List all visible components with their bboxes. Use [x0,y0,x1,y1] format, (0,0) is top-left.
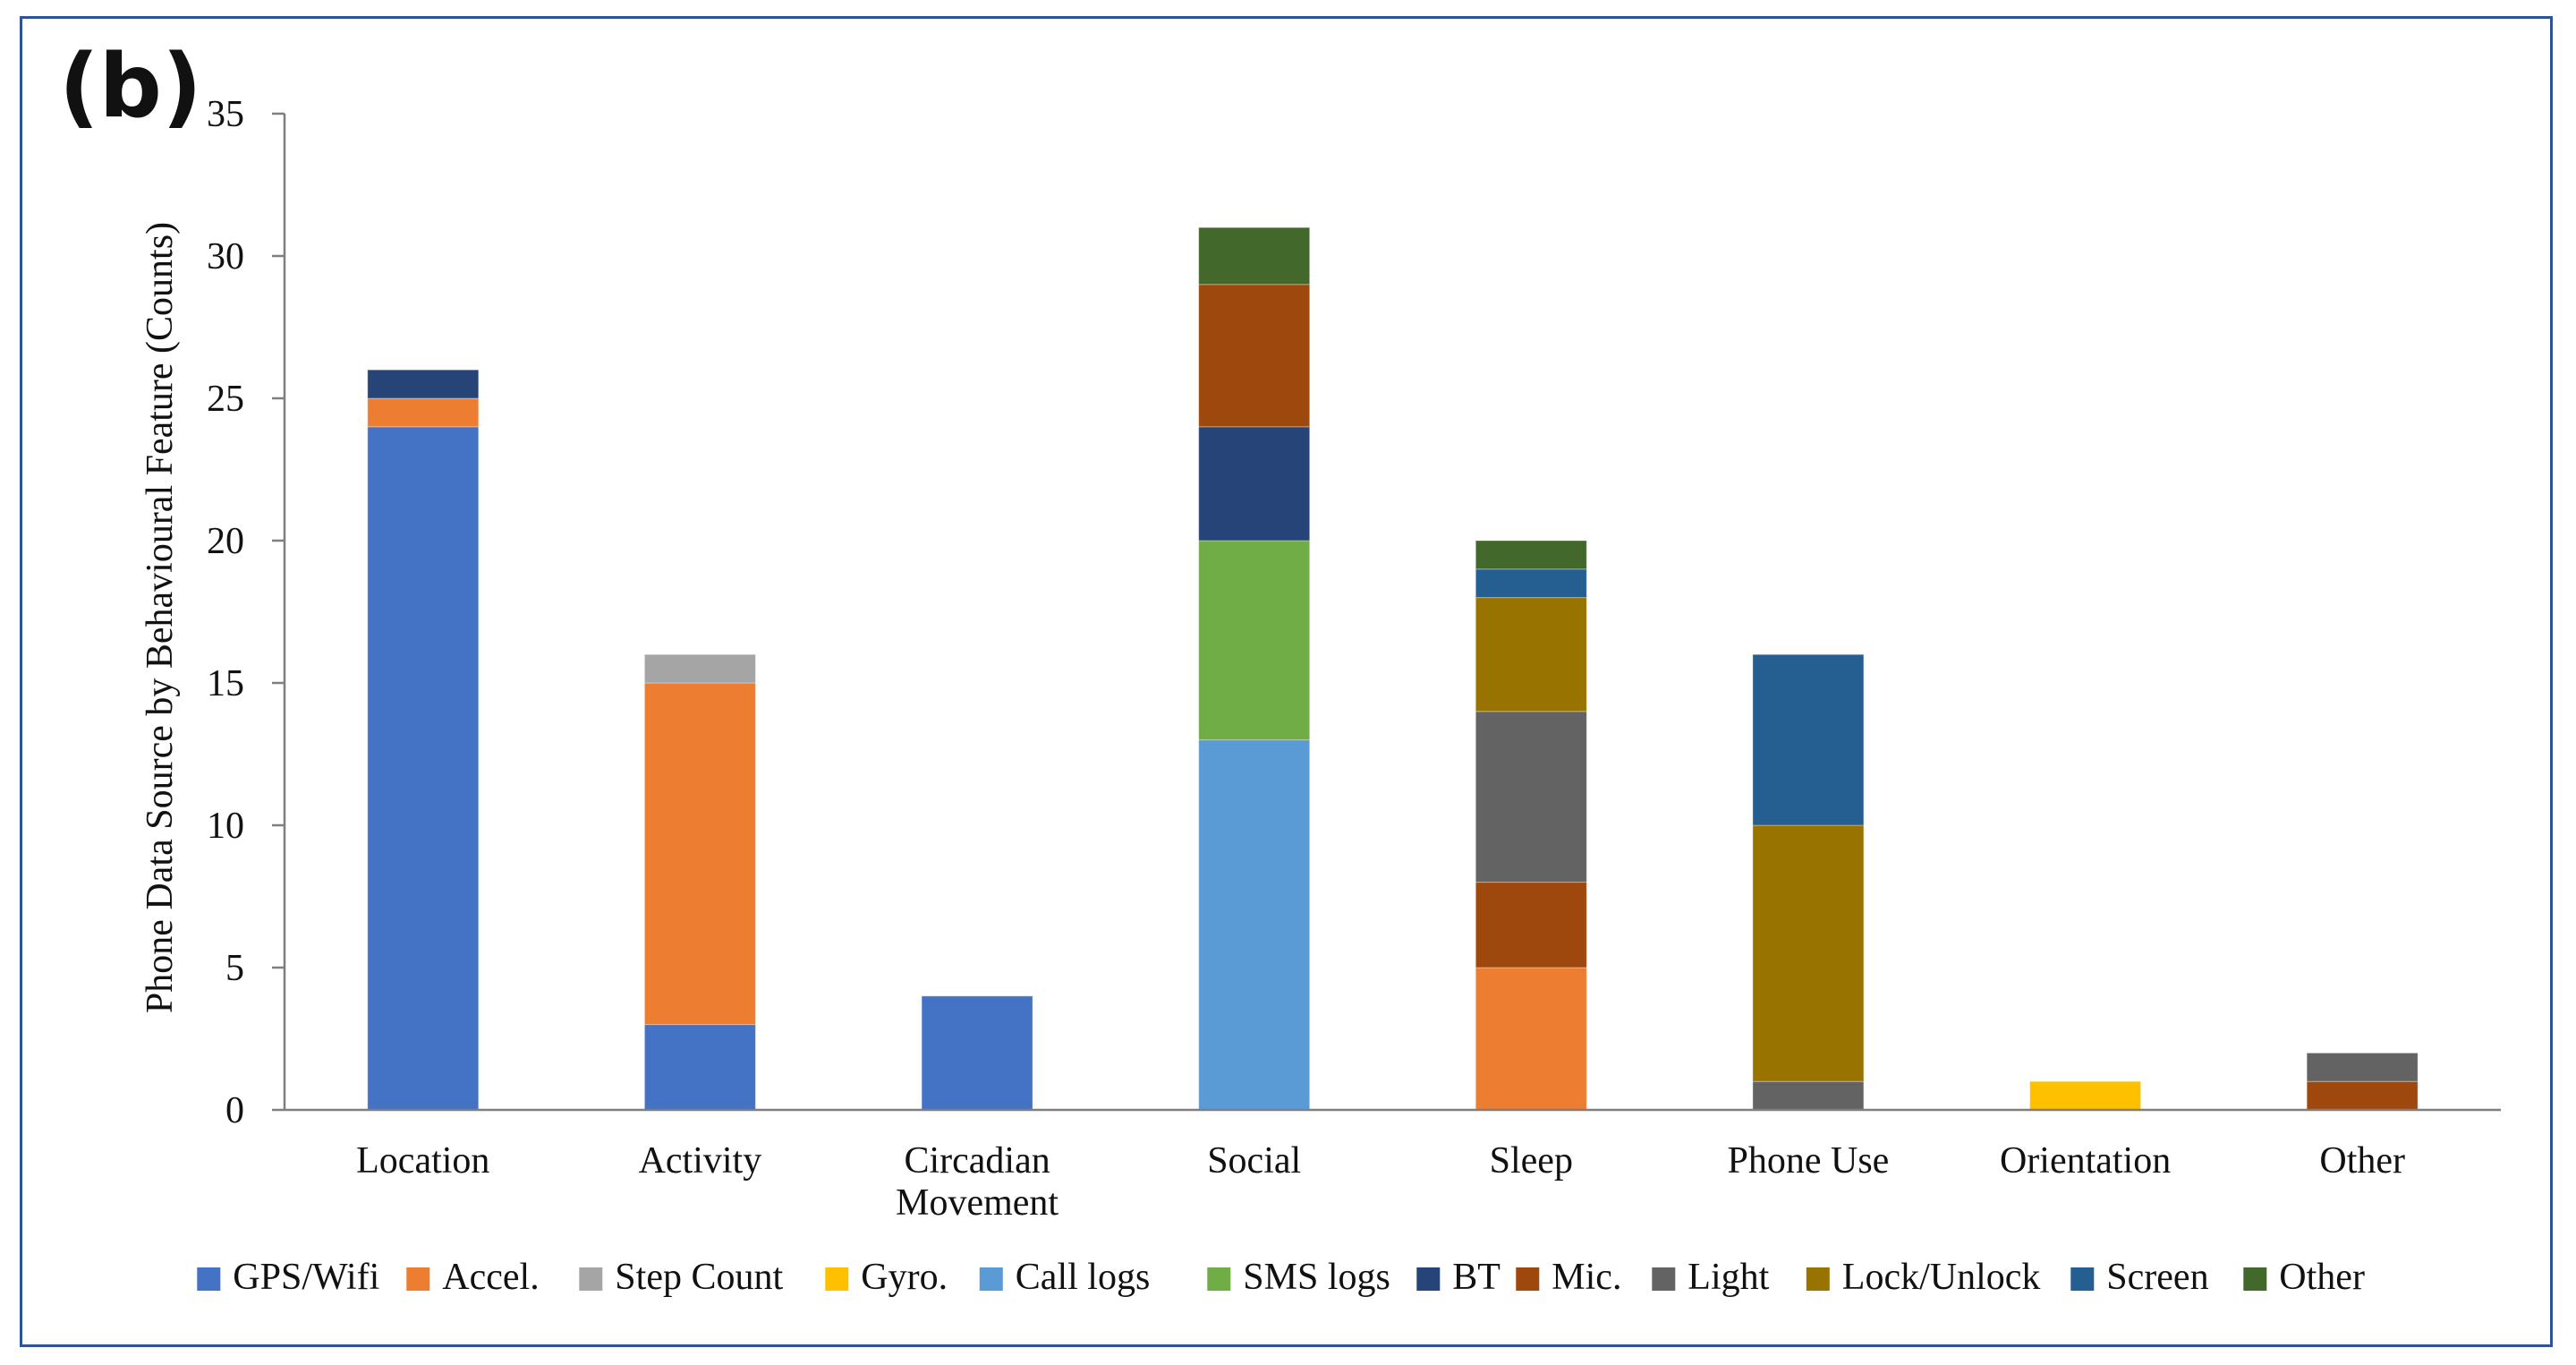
legend-item-8: Light [1652,1257,1770,1298]
y-tick-label-6: 30 [207,236,244,277]
legend-label-4: Call logs [1016,1257,1151,1298]
legend-label-2: Step Count [615,1257,783,1298]
bar-segment-4-1 [1475,967,1587,1111]
legend-swatch-4 [979,1267,1003,1291]
bar-segment-4-11 [1475,540,1587,570]
legend-item-6: BT [1416,1257,1501,1298]
bar-segment-3-11 [1198,226,1311,286]
bar-segment-6-3 [2029,1080,2142,1111]
legend-item-9: Lock/Unlock [1806,1257,2041,1298]
bars-group [367,226,2419,1111]
y-tick-label-3: 15 [207,663,244,704]
bar-segment-5-9 [1752,824,1865,1082]
axes-group: Location Activity Circadian Movement Social S… [207,94,2501,1224]
bar-segment-1-0 [643,1024,756,1111]
bar-segment-0-0 [367,426,480,1111]
bar-segment-5-8 [1752,1080,1865,1111]
legend-swatch-3 [825,1267,849,1291]
legend-label-5: SMS logs [1243,1257,1390,1298]
bar-segment-3-7 [1198,284,1311,428]
bar-segment-7-8 [2306,1052,2419,1082]
panel-label: (b) [59,36,202,138]
bar-segment-3-6 [1198,426,1311,542]
bar-segment-0-6 [367,369,480,399]
legend-swatch-7 [1516,1267,1540,1291]
legend-label-8: Light [1688,1257,1769,1298]
legend-label-3: Gyro. [861,1257,948,1298]
legend-item-10: Screen [2070,1257,2209,1298]
legend-item-0: GPS/Wifi [197,1257,379,1298]
y-tick-label-1: 5 [225,948,244,989]
legend-item-5: SMS logs [1207,1257,1390,1298]
legend-label-7: Mic. [1552,1257,1621,1298]
legend-label-9: Lock/Unlock [1842,1257,2041,1298]
legend-item-4: Call logs [979,1257,1151,1298]
legend-label-6: BT [1452,1257,1501,1298]
legend-item-3: Gyro. [825,1257,948,1298]
y-tick-label-5: 25 [207,379,244,420]
bar-segment-3-4 [1198,739,1311,1111]
bar-segment-4-10 [1475,568,1587,599]
legend-item-2: Step Count [579,1257,783,1298]
x-tick-label-5: Phone Use [1727,1140,1889,1182]
bar-segment-3-5 [1198,540,1311,741]
legend-item-11: Other [2243,1257,2365,1298]
y-axis-title: Phone Data Source by Behavioural Feature… [140,222,181,1013]
legend-label-1: Accel. [442,1257,539,1298]
legend-swatch-0 [197,1267,221,1291]
x-tick-label-4: Sleep [1490,1140,1573,1182]
x-tick-label-2: Circadian Movement [896,1140,1058,1224]
legend-swatch-2 [579,1267,603,1291]
bar-segment-4-8 [1475,711,1587,883]
bar-segment-2-0 [921,995,1033,1111]
bar-segment-4-7 [1475,882,1587,968]
legend-swatch-5 [1207,1267,1231,1291]
legend-swatch-1 [406,1267,430,1291]
legend-label-0: GPS/Wifi [233,1257,379,1298]
legend-swatch-10 [2070,1267,2095,1291]
x-tick-label-6: Orientation [2000,1140,2171,1182]
y-tick-label-4: 20 [207,521,244,562]
y-tick-label-2: 10 [207,806,244,847]
legend-swatch-11 [2243,1267,2267,1291]
legend-swatch-8 [1652,1267,1676,1291]
bar-segment-4-9 [1475,597,1587,712]
y-tick-label-0: 0 [225,1090,244,1131]
bar-segment-5-10 [1752,653,1865,826]
bar-segment-7-7 [2306,1080,2419,1111]
legend-item-7: Mic. [1516,1257,1621,1298]
y-tick-label-7: 35 [207,94,244,135]
legend-item-1: Accel. [406,1257,540,1298]
legend-label-11: Other [2279,1257,2365,1298]
x-tick-label-3: Social [1207,1140,1301,1182]
legend-label-10: Screen [2106,1257,2208,1298]
legend: GPS/Wifi Accel. Step Count Gyro. Call logs SM… [197,1257,2365,1298]
x-tick-label-0: Location [356,1140,489,1182]
legend-swatch-6 [1416,1267,1441,1291]
legend-swatch-9 [1806,1267,1830,1291]
x-tick-label-7: Other [2319,1140,2405,1182]
x-tick-label-1: Activity [639,1140,762,1182]
bar-segment-1-2 [643,653,756,684]
bar-segment-0-1 [367,397,480,428]
bar-segment-1-1 [643,682,756,1026]
